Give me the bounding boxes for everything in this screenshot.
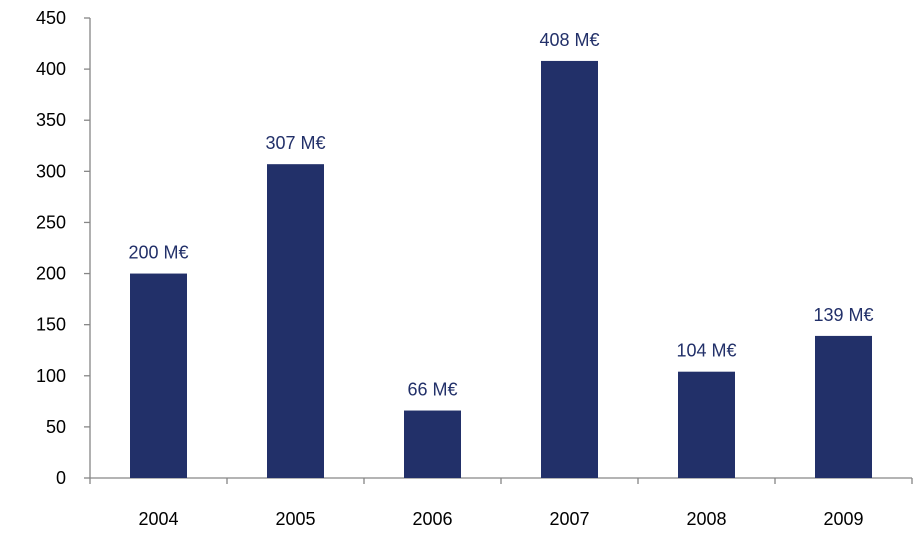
- x-tick-label-2007: 2007: [549, 509, 589, 529]
- x-tick-label-2006: 2006: [412, 509, 452, 529]
- data-label-2009: 139 M€: [813, 305, 873, 325]
- data-label-2007: 408 M€: [539, 30, 599, 50]
- bar-2004: [130, 273, 187, 478]
- bar-2005: [267, 164, 324, 478]
- y-tick-label: 350: [36, 110, 66, 130]
- x-tick-label-2009: 2009: [823, 509, 863, 529]
- bar-2008: [678, 371, 735, 478]
- y-tick-label: 150: [36, 315, 66, 335]
- y-tick-label: 450: [36, 8, 66, 28]
- y-tick-label: 400: [36, 59, 66, 79]
- y-tick-label: 100: [36, 366, 66, 386]
- data-label-2006: 66 M€: [407, 380, 457, 400]
- bar-2007: [541, 60, 598, 478]
- y-tick-label: 0: [56, 468, 66, 488]
- y-tick-label: 250: [36, 212, 66, 232]
- data-label-2008: 104 M€: [676, 341, 736, 361]
- bar-2009: [815, 335, 872, 478]
- bar-2006: [404, 410, 461, 478]
- data-label-2004: 200 M€: [128, 243, 188, 263]
- x-tick-label-2005: 2005: [275, 509, 315, 529]
- data-label-2005: 307 M€: [265, 133, 325, 153]
- y-tick-label: 50: [46, 417, 66, 437]
- x-tick-label-2008: 2008: [686, 509, 726, 529]
- y-tick-label: 300: [36, 161, 66, 181]
- x-tick-label-2004: 2004: [138, 509, 178, 529]
- y-tick-label: 200: [36, 264, 66, 284]
